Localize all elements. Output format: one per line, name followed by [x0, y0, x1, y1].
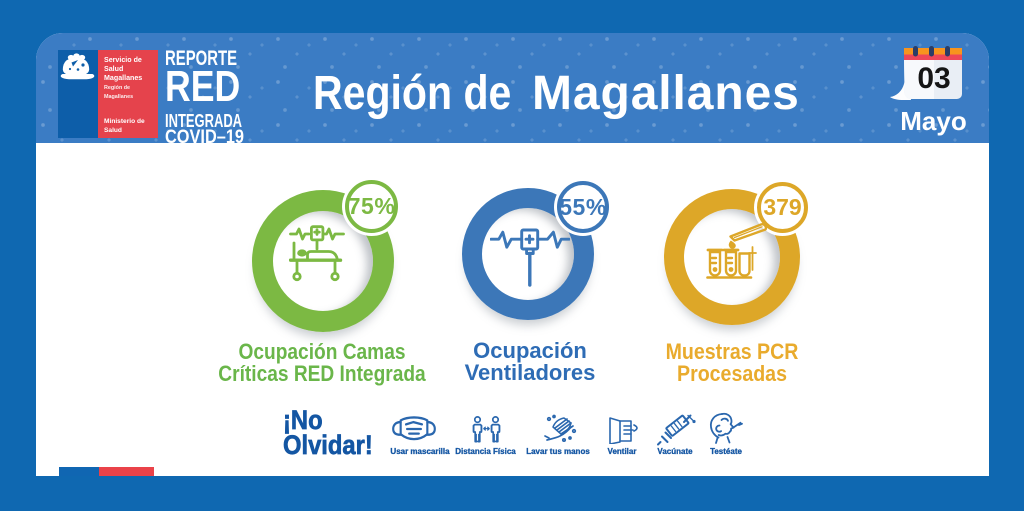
svg-text:03: 03 [917, 62, 950, 95]
